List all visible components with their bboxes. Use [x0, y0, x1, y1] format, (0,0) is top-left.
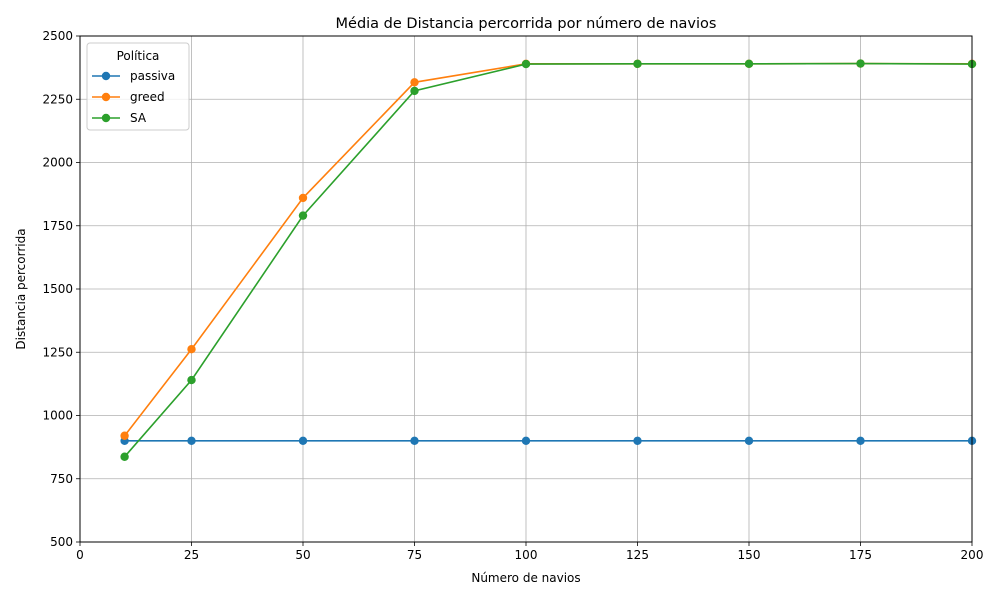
legend-entry-passiva: passiva: [92, 69, 175, 83]
x-tick-label: 175: [849, 548, 872, 562]
legend-entry-SA: SA: [92, 111, 147, 125]
x-tick-label: 75: [407, 548, 422, 562]
series-SA: [120, 59, 977, 461]
data-point-greed: [298, 193, 308, 203]
data-point-passiva: [856, 436, 865, 445]
legend-marker: [101, 92, 111, 102]
chart-title: Média de Distancia percorrida por número…: [336, 16, 717, 32]
x-tick-label: 0: [76, 548, 84, 562]
legend-entry-greed: greed: [92, 90, 165, 104]
x-tick-label: 25: [184, 548, 199, 562]
legend-marker: [101, 113, 111, 123]
legend-box: [86, 42, 190, 131]
y-tick-label: 1250: [42, 345, 73, 359]
data-point-passiva: [410, 436, 419, 445]
x-tick-label: 125: [626, 548, 649, 562]
y-tick-label: 2250: [42, 92, 73, 106]
legend-entries: passiva greed SA: [92, 69, 175, 125]
data-point-SA: [298, 211, 308, 220]
data-point-passiva: [744, 436, 754, 445]
x-tick-label: 200: [961, 548, 984, 562]
data-point-SA: [120, 452, 129, 461]
legend-marker: [101, 71, 111, 81]
y-tick-label: 1000: [42, 409, 73, 423]
data-point-SA: [744, 59, 754, 69]
data-point-passiva: [298, 436, 308, 445]
data-point-greed: [410, 78, 419, 87]
x-axis-label: Número de navios: [471, 571, 580, 585]
data-point-SA: [410, 86, 419, 96]
data-point-SA: [856, 59, 865, 68]
y-tick-label: 1750: [42, 219, 73, 233]
data-point-passiva: [187, 436, 196, 445]
data-point-SA: [633, 59, 642, 69]
legend: Política passiva greed SA: [86, 42, 190, 131]
legend-label: passiva: [130, 69, 175, 83]
legend-label: SA: [130, 111, 147, 125]
series-layer: [120, 59, 977, 461]
x-tick-label: 50: [295, 548, 310, 562]
y-tick-label: 2000: [42, 156, 73, 170]
y-tick-label: 1500: [42, 282, 73, 296]
legend-label: greed: [130, 90, 165, 104]
y-axis-label: Distancia percorrida: [14, 228, 28, 349]
y-tick-label: 2500: [42, 29, 73, 43]
data-point-passiva: [521, 436, 531, 445]
axis-ticks: 0 25 50 75 100 125 150 175 200 500 750 1000 1250 1500…: [42, 29, 983, 562]
legend-title: Política: [117, 49, 160, 63]
x-tick-label: 150: [738, 548, 761, 562]
y-tick-label: 500: [50, 535, 73, 549]
y-tick-label: 750: [50, 472, 73, 486]
data-point-greed: [187, 345, 196, 354]
data-point-passiva: [633, 436, 642, 445]
x-tick-label: 100: [515, 548, 538, 562]
data-point-SA: [187, 375, 196, 385]
data-point-SA: [521, 59, 531, 69]
data-point-greed: [120, 431, 129, 440]
